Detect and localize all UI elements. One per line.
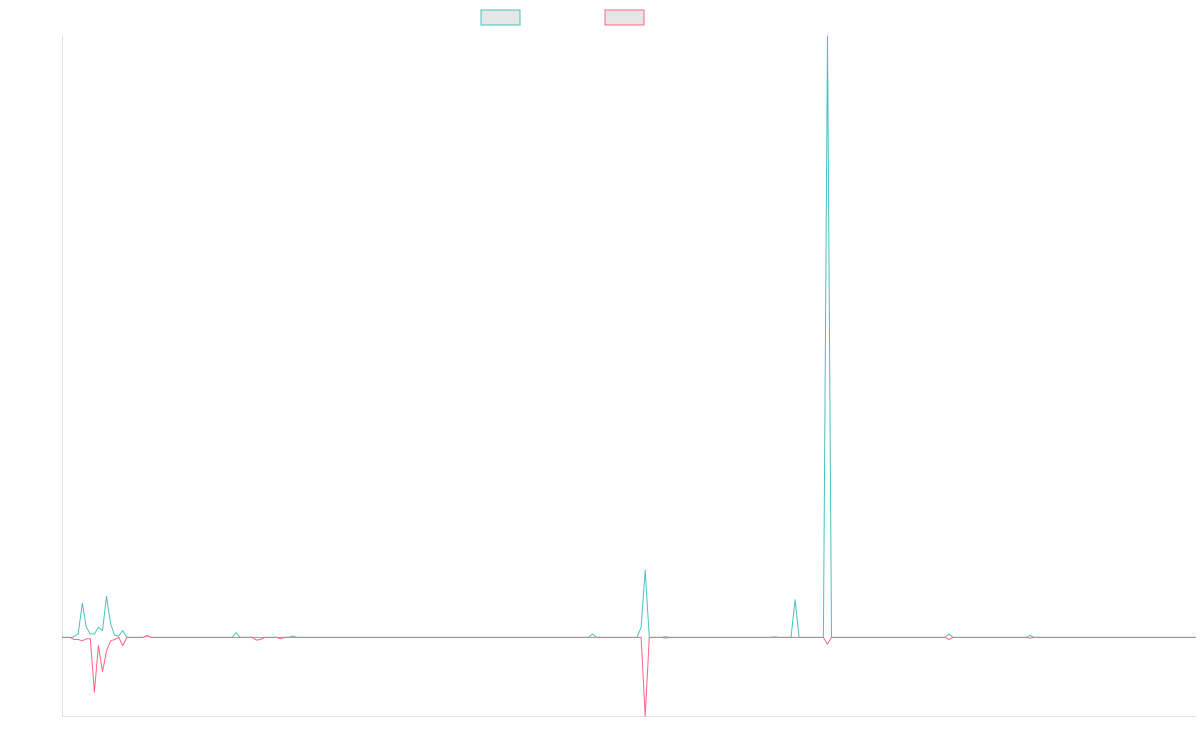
series-line-1 [62,35,1196,638]
chart-legend [480,9,645,26]
series-line-2 [62,635,1196,717]
series-layer [62,35,1196,717]
legend-swatch-series-1[interactable] [480,9,521,26]
legend-swatch-series-2[interactable] [604,9,645,26]
